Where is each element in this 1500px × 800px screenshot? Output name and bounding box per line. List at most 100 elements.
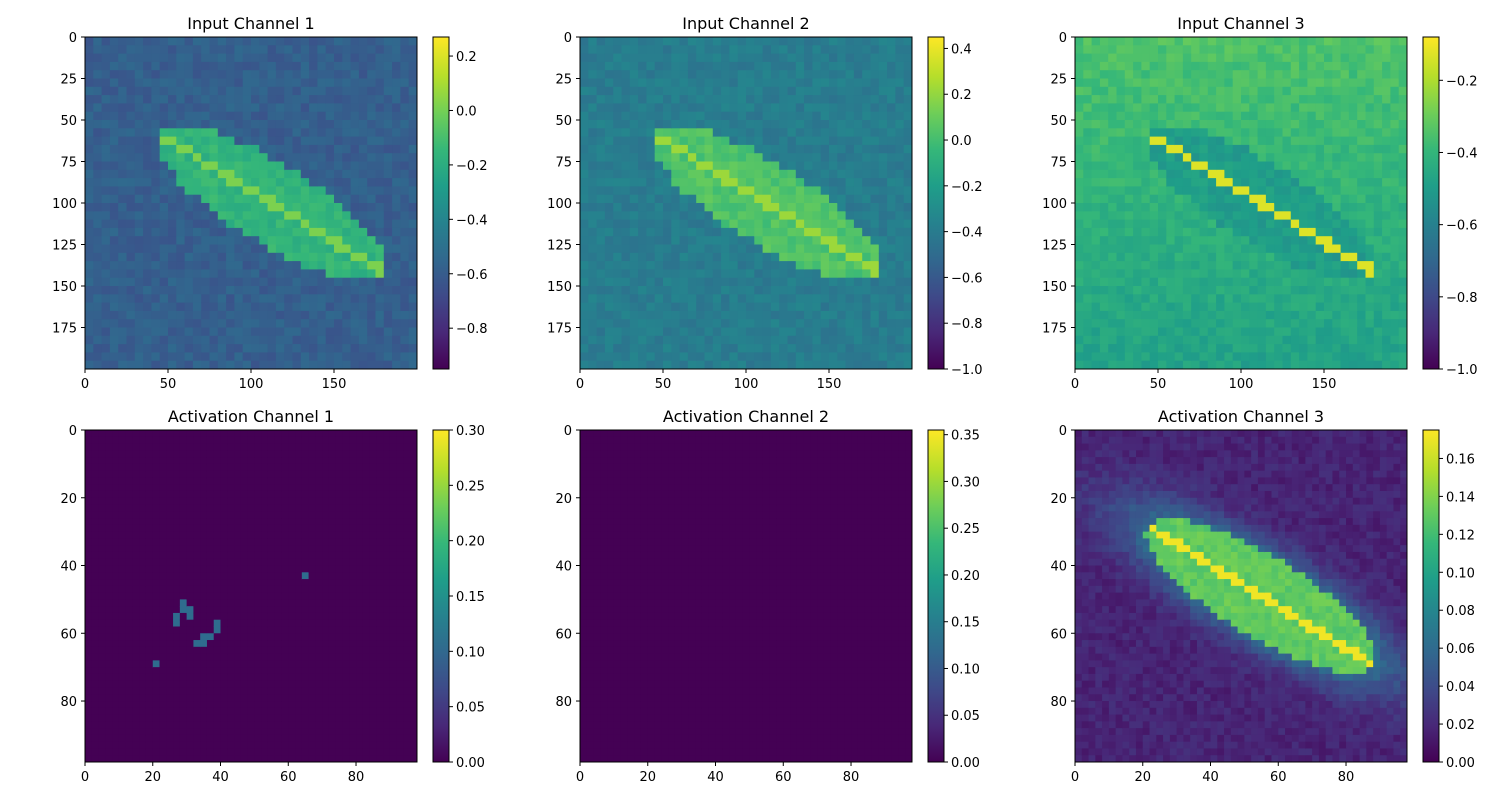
pixel <box>621 37 631 46</box>
pixel <box>604 45 614 55</box>
pixel <box>1182 203 1192 212</box>
pixel <box>85 606 93 614</box>
pixel <box>408 227 417 237</box>
pixel <box>408 86 417 96</box>
pixel <box>292 53 302 63</box>
pixel <box>1191 352 1201 362</box>
pixel <box>151 360 161 369</box>
pixel <box>325 186 335 196</box>
pixel <box>317 252 327 262</box>
pixel <box>400 269 410 279</box>
pixel <box>91 477 100 485</box>
pixel <box>1108 219 1118 229</box>
pixel <box>85 626 93 634</box>
pixel <box>1124 219 1134 229</box>
pixel <box>375 219 385 229</box>
pixel <box>1149 244 1159 254</box>
pixel <box>1257 286 1267 295</box>
pixel <box>580 37 589 46</box>
pixel <box>1265 219 1275 229</box>
pixel <box>1174 327 1184 337</box>
pixel <box>334 61 343 71</box>
pixel <box>159 70 169 80</box>
pixel <box>1332 277 1342 287</box>
pixel <box>862 261 872 270</box>
pixel <box>342 128 352 138</box>
pixel <box>209 344 219 353</box>
pixel <box>342 161 352 171</box>
pixel <box>251 244 260 254</box>
pixel <box>1191 252 1201 262</box>
pixel <box>109 136 119 146</box>
pixel <box>754 136 764 146</box>
pixel <box>168 103 177 113</box>
pixel <box>1282 136 1292 146</box>
pixel <box>837 310 847 320</box>
pixel <box>383 236 393 246</box>
pixel <box>795 86 805 96</box>
x-tick-label: 150 <box>817 377 842 392</box>
pixel <box>383 161 393 171</box>
pixel <box>234 70 244 80</box>
pixel <box>300 136 310 146</box>
y-tick-label: 0 <box>1059 31 1067 46</box>
pixel <box>259 136 269 146</box>
pixel <box>1191 194 1201 204</box>
pixel <box>259 302 269 312</box>
pixel <box>762 302 772 312</box>
pixel <box>184 269 194 279</box>
pixel <box>1315 236 1325 246</box>
pixel <box>580 286 589 295</box>
pixel <box>1307 302 1317 312</box>
pixel <box>762 178 772 187</box>
pixel <box>1315 227 1325 237</box>
pixel <box>1307 53 1317 63</box>
pixel <box>1373 344 1383 353</box>
pixel <box>408 153 417 163</box>
pixel <box>895 194 905 204</box>
pixel <box>192 194 202 204</box>
pixel <box>654 53 664 63</box>
pixel <box>704 360 714 369</box>
pixel <box>1141 203 1151 212</box>
pixel <box>721 169 730 179</box>
pixel <box>1307 335 1317 345</box>
pixel <box>1075 78 1084 88</box>
pixel <box>284 111 294 121</box>
pixel <box>85 286 94 295</box>
pixel <box>795 335 805 345</box>
pixel <box>400 236 410 246</box>
pixel <box>109 153 119 163</box>
pixel <box>284 211 294 221</box>
pixel <box>300 70 310 80</box>
pixel <box>787 203 797 212</box>
pixel <box>1382 86 1391 96</box>
pixel <box>93 360 103 369</box>
pixel <box>358 95 368 104</box>
pixel <box>259 128 269 138</box>
pixel <box>151 211 161 221</box>
pixel <box>126 153 136 163</box>
pixel <box>1315 335 1325 345</box>
pixel <box>1382 111 1391 121</box>
pixel <box>870 37 880 46</box>
pixel <box>1282 53 1292 63</box>
pixel <box>1257 78 1267 88</box>
pixel <box>629 128 639 138</box>
pixel <box>1091 236 1101 246</box>
pixel <box>168 144 177 154</box>
pixel <box>887 169 896 179</box>
pixel <box>118 70 128 80</box>
pixel <box>820 169 830 179</box>
pixel <box>392 53 401 63</box>
pixel <box>1348 236 1358 246</box>
pixel <box>704 53 714 63</box>
pixel <box>1290 227 1300 237</box>
pixel <box>1191 70 1201 80</box>
pixel <box>284 144 294 154</box>
pixel <box>621 128 631 138</box>
pixel <box>1241 120 1250 129</box>
pixel <box>1158 352 1167 362</box>
pixel <box>284 252 294 262</box>
pixel <box>1108 327 1118 337</box>
